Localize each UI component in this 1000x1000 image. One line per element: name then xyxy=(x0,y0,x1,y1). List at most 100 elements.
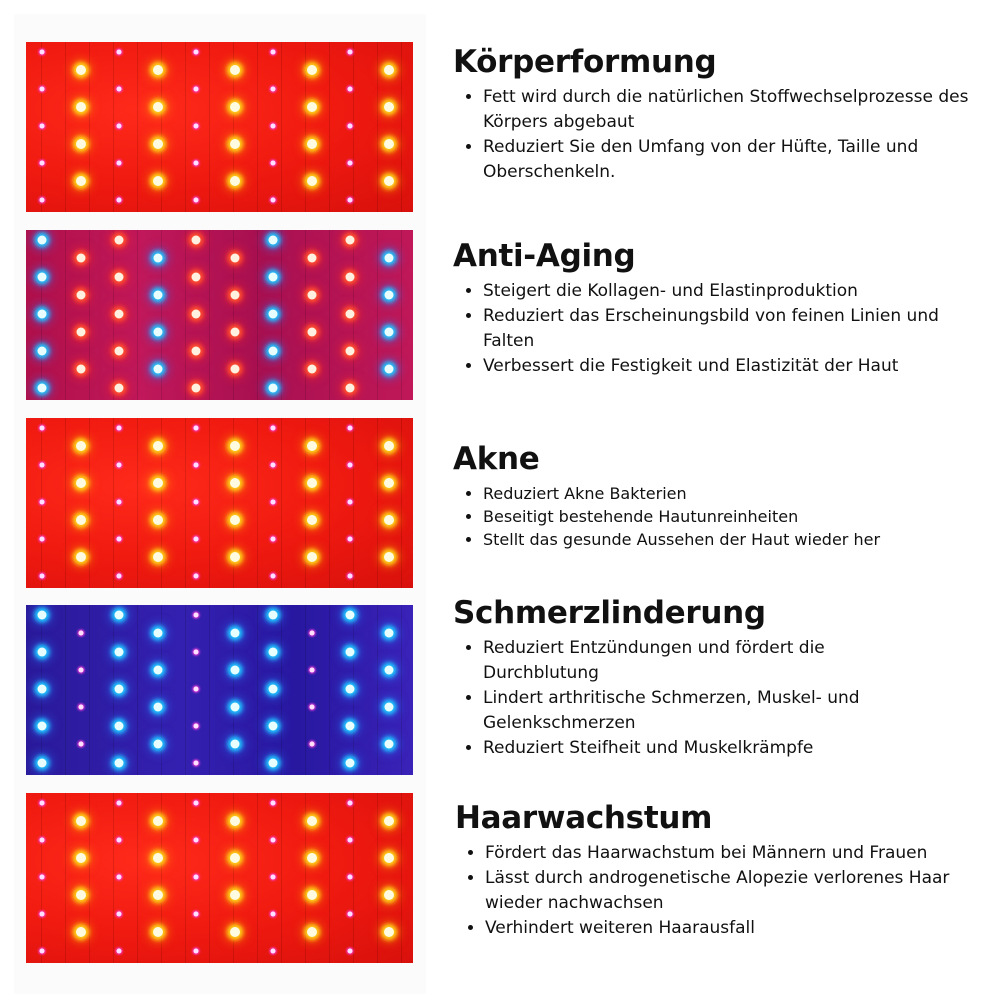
led-light xyxy=(306,853,317,863)
led-light xyxy=(39,573,45,579)
led-light xyxy=(39,800,45,806)
led-light xyxy=(153,739,162,749)
circuit-trace xyxy=(89,418,90,588)
circuit-trace xyxy=(113,230,114,400)
circuit-trace xyxy=(185,605,186,775)
led-light xyxy=(230,364,239,374)
circuit-trace xyxy=(329,418,330,588)
led-light xyxy=(229,515,240,525)
circuit-trace xyxy=(257,42,258,212)
led-light xyxy=(347,874,353,880)
circuit-trace xyxy=(161,230,162,400)
led-light xyxy=(345,235,355,245)
led-light xyxy=(345,346,355,356)
led-light xyxy=(383,890,394,900)
led-light xyxy=(116,160,122,166)
led-light xyxy=(114,383,124,393)
circuit-trace xyxy=(401,230,402,400)
led-light xyxy=(75,65,86,75)
circuit-trace xyxy=(137,230,138,400)
led-light xyxy=(39,536,45,542)
led-light xyxy=(268,235,278,245)
led-light xyxy=(383,552,394,562)
led-light xyxy=(75,478,86,488)
circuit-trace xyxy=(137,605,138,775)
circuit-trace xyxy=(209,793,210,963)
circuit-trace xyxy=(161,42,162,212)
led-light xyxy=(306,515,317,525)
led-light xyxy=(229,65,240,75)
led-light xyxy=(229,890,240,900)
circuit-trace xyxy=(185,793,186,963)
circuit-trace xyxy=(209,605,210,775)
led-light xyxy=(383,927,394,937)
section-schmerzlinderung: Schmerzlinderung Reduziert Entzündungen … xyxy=(453,594,993,761)
led-light xyxy=(153,364,162,374)
circuit-trace xyxy=(377,42,378,212)
led-light xyxy=(347,573,353,579)
led-light xyxy=(230,253,239,263)
circuit-trace xyxy=(305,42,306,212)
led-light xyxy=(152,139,163,149)
led-light xyxy=(191,346,201,356)
circuit-trace xyxy=(257,793,258,963)
led-light xyxy=(116,197,122,203)
led-light xyxy=(75,515,86,525)
list-item: Lässt durch androgenetische Alopezie ver… xyxy=(485,866,955,916)
list-item: Reduziert Steifheit und Muskelkrämpfe xyxy=(483,736,903,761)
led-light xyxy=(345,647,355,657)
led-light xyxy=(39,948,45,954)
led-light xyxy=(39,911,45,917)
circuit-trace xyxy=(209,230,210,400)
led-light xyxy=(193,499,199,505)
led-light xyxy=(152,853,163,863)
led-light xyxy=(39,86,45,92)
led-light xyxy=(75,552,86,562)
circuit-trace xyxy=(89,42,90,212)
led-light xyxy=(75,927,86,937)
led-light xyxy=(309,667,314,673)
led-light xyxy=(347,123,353,129)
led-light xyxy=(268,272,278,282)
led-light xyxy=(270,573,276,579)
led-light xyxy=(153,702,162,712)
circuit-trace xyxy=(161,418,162,588)
circuit-trace xyxy=(113,418,114,588)
circuit-trace xyxy=(233,418,234,588)
circuit-trace xyxy=(353,793,354,963)
led-light xyxy=(116,49,122,55)
circuit-trace xyxy=(401,418,402,588)
led-light xyxy=(37,758,47,768)
circuit-trace xyxy=(329,230,330,400)
led-light xyxy=(270,948,276,954)
led-light xyxy=(152,65,163,75)
led-light xyxy=(230,702,239,712)
circuit-trace xyxy=(257,418,258,588)
circuit-trace xyxy=(377,793,378,963)
led-light xyxy=(75,853,86,863)
led-light xyxy=(193,948,199,954)
led-light xyxy=(37,272,47,282)
led-light xyxy=(345,383,355,393)
led-light xyxy=(347,197,353,203)
led-light xyxy=(37,684,47,694)
led-light xyxy=(383,515,394,525)
led-light xyxy=(152,176,163,186)
led-light xyxy=(152,478,163,488)
led-light xyxy=(193,723,199,729)
benefit-list: Reduziert Akne Bakterien Beseitigt beste… xyxy=(453,482,993,551)
led-light xyxy=(116,86,122,92)
led-light xyxy=(306,102,317,112)
led-light xyxy=(347,86,353,92)
led-light xyxy=(347,49,353,55)
led-light xyxy=(193,686,199,692)
led-light xyxy=(347,948,353,954)
led-light xyxy=(152,441,163,451)
circuit-trace xyxy=(161,605,162,775)
section-title: Haarwachstum xyxy=(455,800,713,836)
led-light xyxy=(153,290,162,300)
circuit-trace xyxy=(305,605,306,775)
led-light xyxy=(193,536,199,542)
circuit-trace xyxy=(137,42,138,212)
led-light xyxy=(345,610,355,620)
